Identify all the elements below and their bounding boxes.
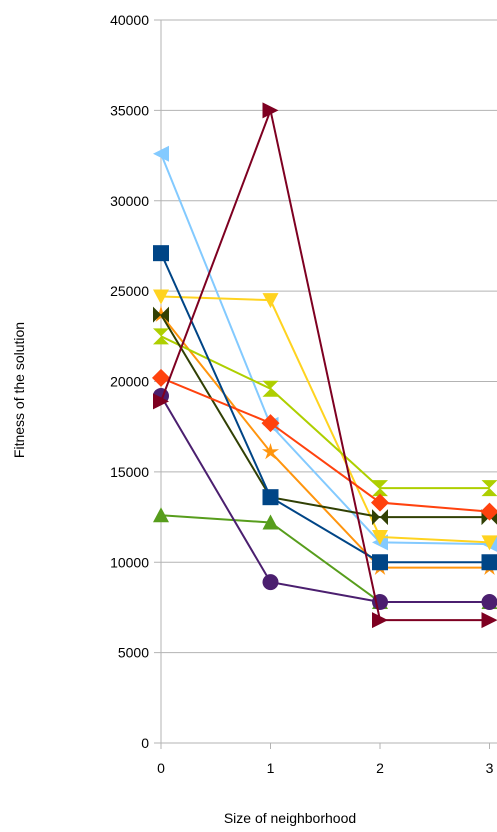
data-point — [262, 293, 279, 309]
series-2 — [152, 305, 497, 575]
data-point — [153, 306, 169, 323]
x-axis-title: Size of neighborhood — [224, 810, 356, 826]
data-point — [372, 509, 388, 526]
y-axis-ticks: 0 5000 10000 15000 20000 25000 30000 35000 40000 — [110, 12, 161, 751]
series-line — [160, 376, 490, 513]
y-tick-label: 20000 — [110, 374, 149, 390]
y-tick-label: 25000 — [110, 283, 149, 299]
data-point — [153, 289, 169, 305]
x-axis-ticks: 0 1 2 3 — [157, 743, 494, 776]
series-line — [160, 252, 490, 564]
data-point — [481, 535, 497, 551]
data-point — [371, 493, 389, 512]
data-point — [261, 414, 280, 433]
data-point — [153, 145, 169, 162]
series-8 — [153, 507, 497, 610]
data-point — [481, 612, 497, 629]
data-point — [372, 529, 388, 545]
y-axis-title: Fitness of the solution — [11, 322, 27, 458]
x-tick-label: 0 — [157, 760, 165, 776]
data-point — [262, 574, 279, 591]
data-point — [262, 489, 279, 506]
series-line — [160, 335, 490, 490]
y-tick-label: 10000 — [110, 554, 149, 570]
data-point — [372, 612, 388, 629]
data-point — [481, 594, 497, 611]
x-tick-label: 2 — [376, 760, 384, 776]
series-line — [160, 395, 490, 604]
data-point — [262, 514, 279, 530]
series-6 — [152, 368, 497, 521]
y-tick-label: 30000 — [110, 193, 149, 209]
series-line — [160, 514, 490, 604]
data-point — [153, 245, 169, 262]
y-tick-label: 15000 — [110, 464, 149, 480]
series-line — [160, 314, 490, 519]
data-point — [153, 328, 169, 345]
series-3 — [153, 289, 497, 551]
data-point — [372, 554, 388, 571]
data-point — [153, 507, 169, 523]
y-tick-label: 0 — [141, 735, 149, 751]
y-tick-label: 35000 — [110, 102, 149, 118]
series-9 — [153, 387, 497, 611]
series-7 — [153, 245, 497, 571]
series-4 — [153, 328, 497, 497]
x-tick-label: 1 — [267, 760, 275, 776]
series-group — [152, 102, 497, 629]
data-point — [261, 442, 280, 460]
series-10 — [153, 102, 497, 629]
grid-lines — [161, 19, 497, 654]
y-tick-label: 5000 — [118, 645, 149, 661]
data-point — [480, 502, 497, 521]
x-tick-label: 3 — [486, 760, 494, 776]
data-point — [152, 305, 170, 322]
series-line — [160, 295, 490, 544]
series-line — [160, 313, 490, 569]
data-point — [481, 554, 497, 571]
data-point — [262, 102, 279, 119]
series-line — [160, 153, 490, 546]
data-point — [262, 380, 279, 397]
series-line — [160, 106, 490, 622]
data-point — [153, 393, 169, 410]
data-point — [481, 480, 497, 497]
data-point — [152, 368, 170, 387]
data-point — [372, 480, 388, 497]
y-tick-label: 40000 — [110, 12, 149, 28]
